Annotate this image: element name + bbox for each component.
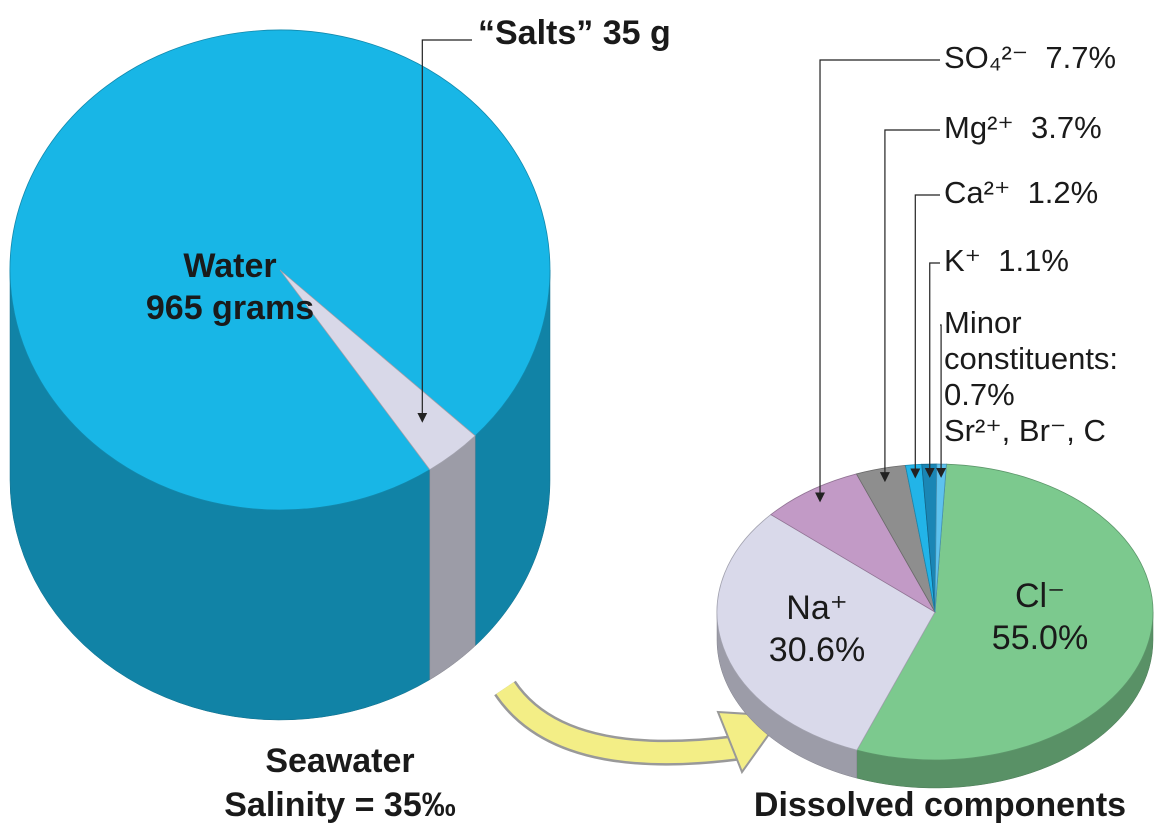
slice <box>856 463 1154 761</box>
callout-line <box>417 39 472 423</box>
value-label: 30.6% <box>768 631 866 669</box>
category: “Salts” <box>478 14 594 52</box>
slice-side <box>429 435 476 681</box>
chart-title: Seawater <box>265 742 415 780</box>
callout-line <box>815 59 940 503</box>
category: K⁺ <box>944 243 982 278</box>
value-label: 7.7% <box>1045 40 1117 75</box>
slice-label: Cl⁻ 55.0% <box>980 575 1100 659</box>
callout-line <box>879 129 940 483</box>
chart-subtitle: Salinity = 35‰ <box>224 786 456 824</box>
value-label: 55.0% <box>991 619 1089 657</box>
category: Mg²⁺ <box>944 110 1014 145</box>
callout-label: Ca²⁺ 1.2% <box>944 175 1098 211</box>
callout-line <box>936 324 947 478</box>
category: Cl⁻ <box>1014 577 1066 615</box>
salts-label: “Salts” 35 g <box>478 12 671 54</box>
callout-line <box>910 194 940 479</box>
category: Minor constituents: <box>944 305 1119 376</box>
category: SO₄²⁻ <box>944 40 1029 75</box>
category: Ca²⁺ <box>944 175 1011 210</box>
chart-title: Dissolved components <box>753 786 1127 824</box>
callout-label: Minor constituents: 0.7% Sr²⁺, Br⁻, C <box>944 305 1154 449</box>
value-label: 1.1% <box>998 243 1069 278</box>
value-label: 0.7% <box>944 377 1015 412</box>
slice-label: Na⁺ 30.6% <box>752 587 882 671</box>
callout-label: SO₄²⁻ 7.7% <box>944 40 1116 76</box>
category: Water <box>183 247 277 285</box>
category: Na⁺ <box>786 589 848 627</box>
value-label: 3.7% <box>1030 110 1102 145</box>
value-label: 1.2% <box>1027 175 1099 210</box>
value-label: 965 grams <box>145 289 315 327</box>
callout-label: K⁺ 1.1% <box>944 243 1069 279</box>
value-label: 35 g <box>602 14 671 52</box>
callout-label: Mg²⁺ 3.7% <box>944 110 1102 146</box>
water-label: Water 965 grams <box>110 245 350 329</box>
callout-line <box>924 262 940 478</box>
slice <box>716 514 936 751</box>
slice <box>770 473 937 614</box>
annotation: Sr²⁺, Br⁻, C <box>944 413 1106 448</box>
